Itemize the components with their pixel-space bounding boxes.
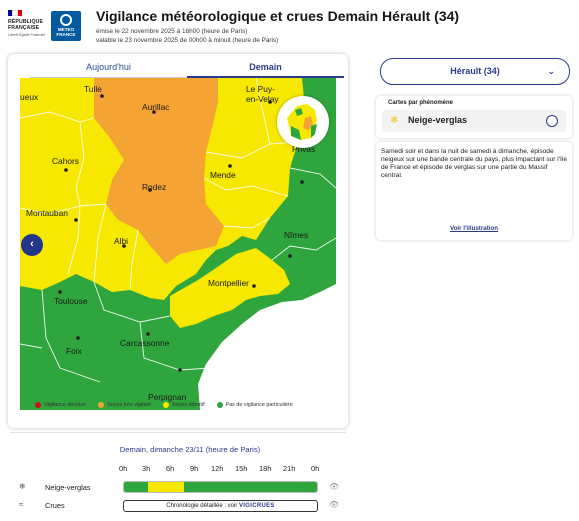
validity-date: valable le 23 novembre 2025 de 00h00 à m… [96,37,279,44]
tab-today[interactable]: Aujourd'hui [30,60,187,78]
city-label: en-Velay [246,94,279,104]
phenomenon-option-snow-ice[interactable]: ❄ Neige-verglas [382,110,566,132]
description-card: Samedi soir et dans la nuit de samedi à … [376,142,572,240]
city-label: Foix [66,346,83,356]
legend-item-red: Vigilance absolue [35,402,86,408]
city-label: ueux [20,92,39,102]
hour-label: 6h [166,464,175,473]
rf-logo-line1: RÉPUBLIQUE [8,19,44,25]
city-label: Rodez [142,182,166,192]
header: RÉPUBLIQUE FRANÇAISE Liberté Égalité Fra… [0,0,579,52]
hour-label: 3h [142,464,151,473]
snow-ice-timeline-bar[interactable] [123,481,318,493]
republique-francaise-logo: RÉPUBLIQUE FRANÇAISE Liberté Égalité Fra… [8,10,48,48]
timeline-title: Demain, dimanche 23/11 (heure de Paris) [119,445,261,454]
city-label: Montauban [26,208,68,218]
illustration-link[interactable]: Voir l'illustration [449,225,499,232]
vigilance-map-card: Aujourd'hui Demain [8,54,348,428]
legend-item-green: Pas de vigilance particulière [216,402,293,408]
mf-logo-line1: METEO [57,27,75,32]
rf-logo-line2: FRANÇAISE [8,25,40,31]
france-minimap-icon [287,104,317,140]
department-select-value: Hérault (34) [450,66,500,76]
city-label: Perpignan [148,392,187,402]
city-label: Privas [292,144,315,154]
hour-label: 15h [235,464,248,473]
city-label: Albi [114,236,128,246]
city-label: Toulouse [54,296,88,306]
meteo-france-logo[interactable]: METEO FRANCE [51,11,81,41]
hour-label: 0h [311,464,320,473]
eye-slash-icon[interactable]: 👁 [329,482,340,491]
map-sea [198,284,336,410]
hour-label: 21h [283,464,296,473]
vigicrues-brand: VIGICRUES [239,503,275,509]
city-label: Le Puy- [246,84,275,94]
city-label: Montpellier [208,278,249,288]
city-label: Tulle [84,84,102,94]
legend-label: Soyez très vigilant [107,402,151,408]
emission-info: émise le 22 novembre 2025 à 16h00 (heure… [96,27,278,45]
rf-logo-motto: Liberté Égalité Fraternité [8,33,46,37]
legend-label: Soyez attentif [171,402,205,408]
map-previous-button[interactable]: ‹ [21,234,43,256]
city-label: Aurillac [142,102,169,112]
timeline-segment-green [124,482,149,492]
tab-tomorrow[interactable]: Demain [187,60,344,78]
timeline-row-label: Neige-verglas [45,483,91,492]
meteo-france-mark-icon [60,14,72,26]
page-title: Vigilance météorologique et crues Demain… [96,8,460,24]
yellow-dot-icon [162,402,169,408]
weather-description: Samedi soir et dans la nuit de samedi à … [381,148,567,179]
green-dot-icon [216,402,223,408]
timeline-segment-green [184,482,317,492]
map-orange-zone [94,78,224,264]
snow-ice-icon: ❄ [19,482,26,491]
hour-label: 9h [190,464,199,473]
map-yellow-zone-herault [170,248,290,328]
map-legend: Vigilance absolue Soyez très vigilant So… [35,402,335,408]
city-label: Cahors [52,156,79,166]
french-flag-icon [8,10,22,16]
timeline-row-label: Crues [45,501,65,510]
waves-icon: ≈ [19,500,24,509]
legend-item-orange: Soyez très vigilant [98,402,151,408]
legend-item-yellow: Soyez attentif [162,402,205,408]
france-minimap[interactable] [277,96,329,148]
chevron-down-icon: ⌄ [547,66,555,76]
hour-label: 0h [119,464,128,473]
vigilance-map-svg: Tulle Aurillac Le Puy- en-Velay ueux Cah… [20,78,336,410]
timeline-segment-yellow [148,482,185,492]
red-dot-icon [35,402,41,408]
eye-slash-icon[interactable]: 👁 [329,500,340,509]
city-label: Nîmes [284,230,308,240]
phenomenon-radio[interactable] [546,115,558,127]
snow-ice-icon: ❄ [390,115,399,126]
vigicrues-link[interactable]: Chronologie détaillée : voir VIGICRUES [123,500,318,512]
city-label: Mende [210,170,236,180]
mf-logo-line2: FRANCE [56,32,76,37]
phenomena-card: Cartes par phénomène ❄ Neige-verglas [376,96,572,138]
phenomenon-label: Neige-verglas [408,115,468,125]
divider [10,432,346,433]
hour-label: 18h [259,464,272,473]
legend-label: Pas de vigilance particulière [225,402,293,408]
department-select[interactable]: Hérault (34) ⌄ [380,58,570,85]
city-label: Carcassonne [120,338,170,348]
day-tabs: Aujourd'hui Demain [30,60,344,78]
city-dots [58,94,304,372]
hour-label: 12h [211,464,224,473]
department-borders [20,78,336,383]
vigilance-map[interactable]: Tulle Aurillac Le Puy- en-Velay ueux Cah… [20,78,336,410]
legend-label: Vigilance absolue [44,402,87,408]
chrono-prefix: Chronologie détaillée : voir [166,503,238,509]
phenomena-heading: Cartes par phénomène [388,100,454,106]
emission-date: émise le 22 novembre 2025 à 16h00 (heure… [96,28,248,35]
orange-dot-icon [98,402,105,408]
